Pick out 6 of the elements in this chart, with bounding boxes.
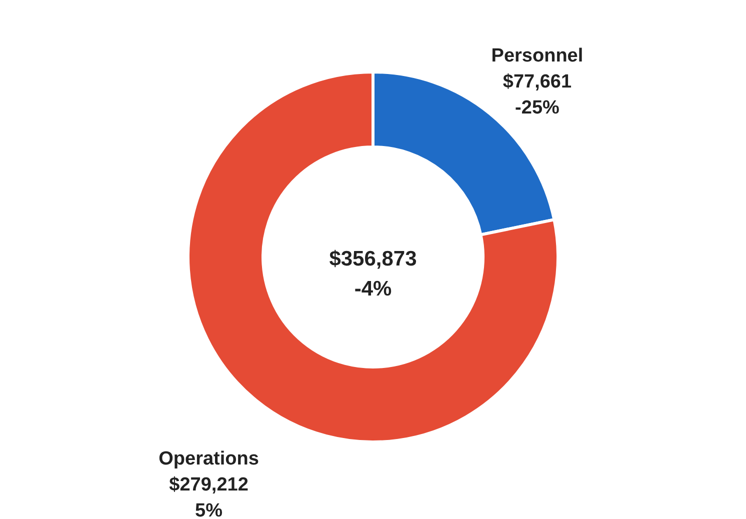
slice-label: Operations xyxy=(158,448,259,470)
text: $356,873 xyxy=(329,248,417,270)
text: -4% xyxy=(354,278,392,300)
data-label: $279,212 5% xyxy=(169,474,248,519)
slice-label: Personnel xyxy=(491,45,584,66)
data-label: $77,661 -25% xyxy=(502,71,572,118)
